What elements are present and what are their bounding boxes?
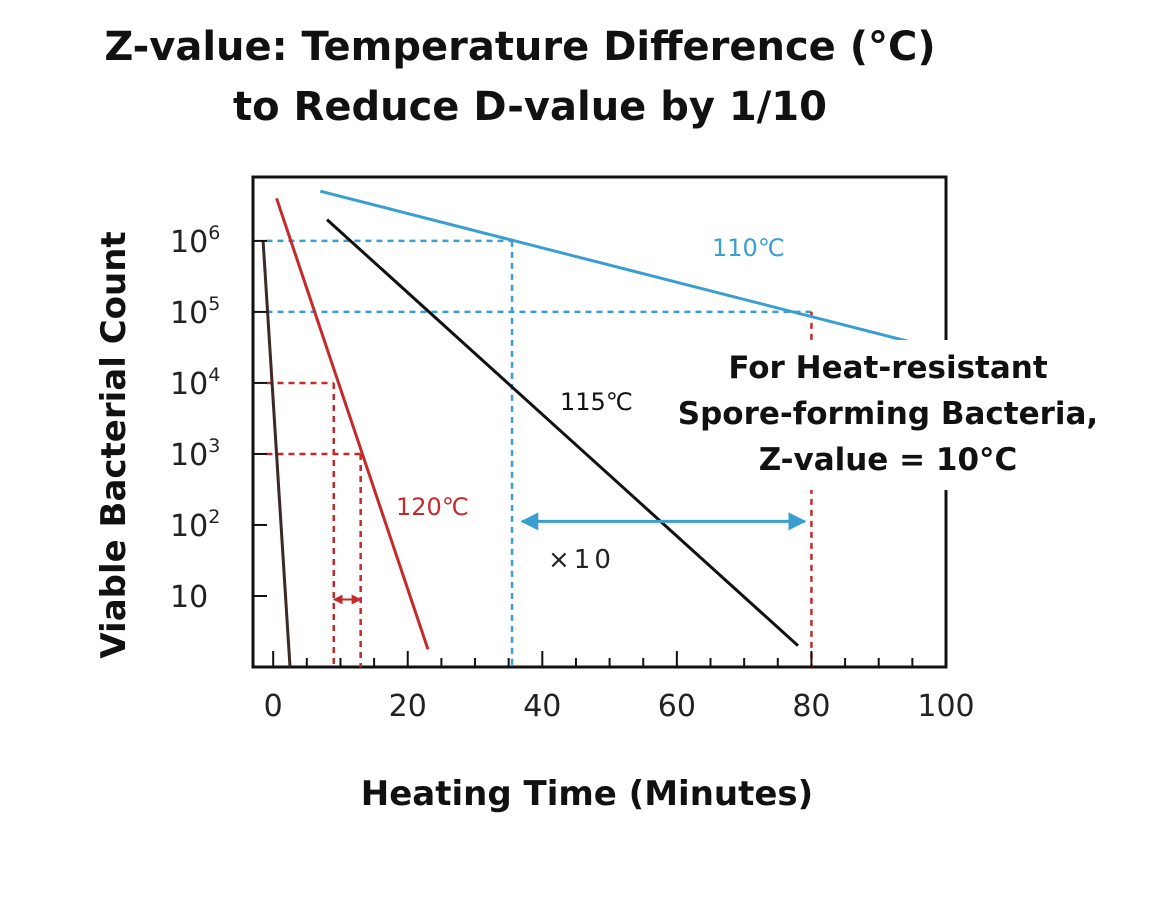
series-lines	[261, 189, 947, 668]
x-axis: 0 20 40 60 80 100	[264, 651, 975, 724]
y-tick-label: 103	[170, 435, 220, 473]
series-label-115: 115℃	[560, 388, 633, 416]
factor-label: ×10	[548, 545, 615, 575]
series-line-120c	[275, 197, 430, 650]
series-label-120: 120℃	[396, 493, 469, 521]
y-tick-label: 102	[170, 506, 220, 544]
x-tick-label: 100	[917, 689, 974, 724]
x-axis-title: Heating Time (Minutes)	[361, 774, 813, 814]
chart-title-line1: Z-value: Temperature Difference (°C)	[104, 24, 935, 70]
span-arrows	[332, 512, 807, 605]
chart-title-line2: to Reduce D-value by 1/10	[233, 84, 827, 130]
series-line-115c	[326, 218, 799, 647]
x-tick-label: 60	[658, 689, 696, 724]
series-line-unlabeled	[261, 240, 292, 668]
y-tick-label: 105	[170, 293, 220, 331]
y-tick-label: 10	[170, 580, 208, 615]
x-tick-label: 20	[389, 689, 427, 724]
x-tick-label: 80	[792, 689, 830, 724]
note-background	[640, 340, 1140, 490]
note-line2: Spore-forming Bacteria,	[678, 396, 1098, 432]
x-tick-label: 0	[264, 689, 283, 724]
note-line1: For Heat-resistant	[728, 350, 1048, 386]
series-label-110: 110℃	[712, 234, 785, 262]
note-line3: Z-value = 10°C	[759, 442, 1018, 478]
series-line-110c	[319, 189, 947, 353]
x-tick-label: 40	[523, 689, 561, 724]
y-tick-label: 106	[170, 222, 220, 260]
y-axis-title: Viable Bacterial Count	[94, 231, 134, 658]
y-tick-label: 104	[170, 364, 220, 402]
